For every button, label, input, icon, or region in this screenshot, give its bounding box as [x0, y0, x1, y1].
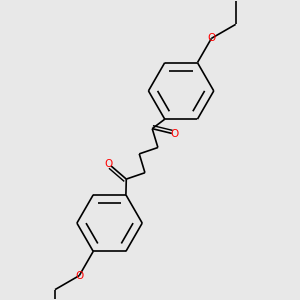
- Text: O: O: [105, 159, 113, 169]
- Text: O: O: [207, 33, 216, 43]
- Text: O: O: [75, 271, 83, 281]
- Text: O: O: [171, 129, 179, 139]
